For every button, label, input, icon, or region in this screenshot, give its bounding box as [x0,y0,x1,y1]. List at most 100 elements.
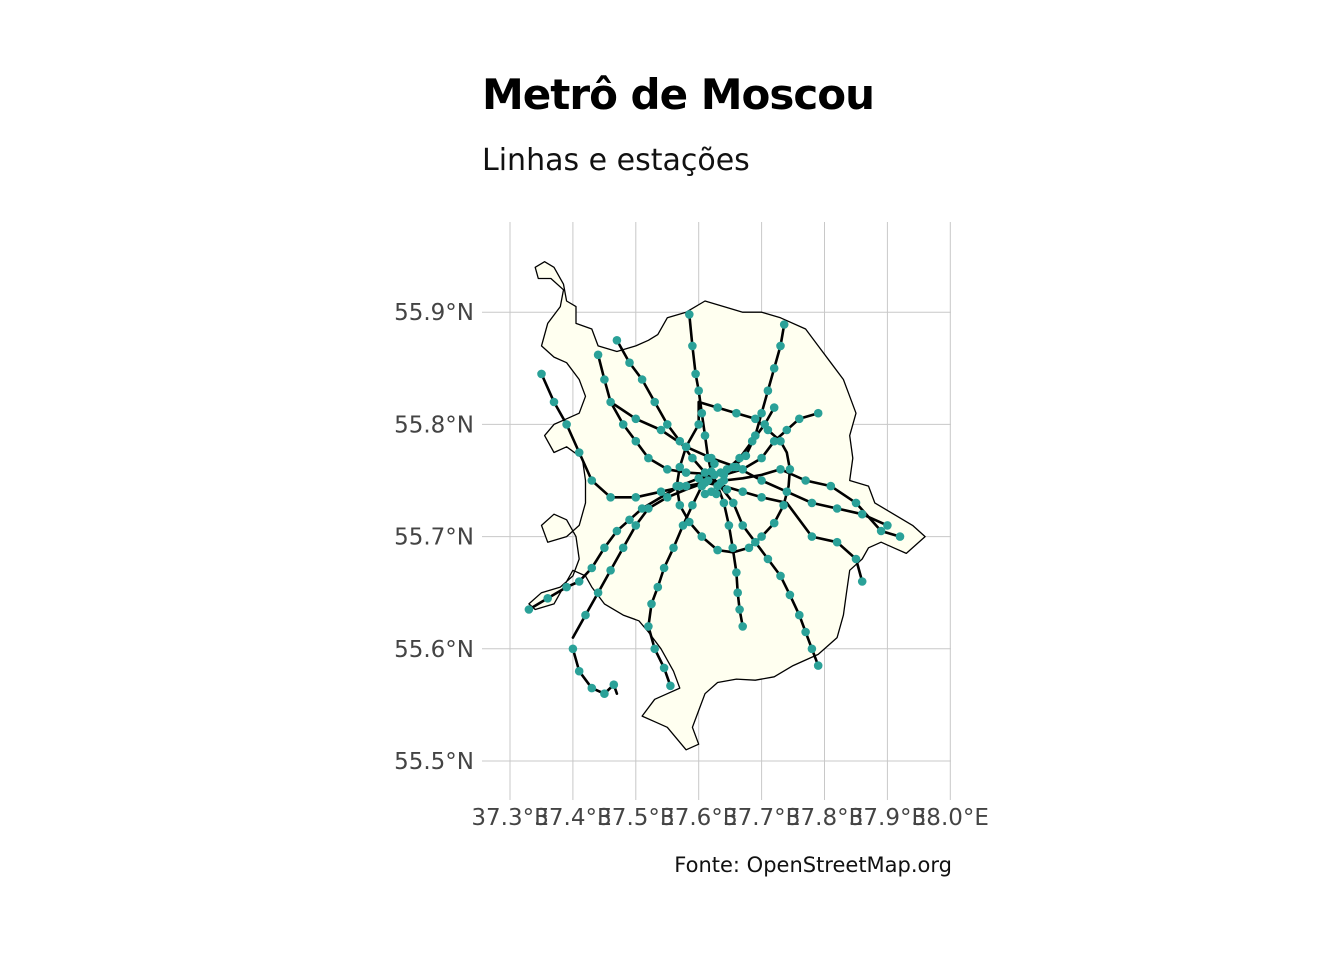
metro-station [785,465,795,474]
y-tick-label: 55.7°N [394,525,474,551]
metro-station [713,545,722,555]
metro-station [562,582,571,592]
metro-station [581,610,590,620]
metro-station [763,425,773,435]
metro-station [769,364,779,373]
metro-station [587,476,597,485]
metro-station [606,566,615,575]
metro-station [776,571,785,581]
metro-station [618,420,628,429]
metro-station [606,493,615,502]
metro-station [659,663,669,673]
metro-station [675,500,685,510]
metro-station [763,386,773,396]
metro-station [587,563,597,573]
metro-station [600,375,609,384]
metro-station [650,644,659,654]
metro-station [574,577,584,586]
metro-station [826,481,836,491]
x-tick-label: 37.8°E [786,805,863,831]
metro-station [666,681,675,691]
metro-station [612,336,622,345]
metro-station [883,521,892,530]
y-tick-label: 55.6°N [394,637,474,663]
x-tick-label: 37.3°E [471,805,548,831]
metro-station [637,375,647,384]
metro-station [663,493,672,502]
metro-station [729,498,738,508]
metro-station [625,515,634,525]
metro-station [644,504,653,513]
metro-station [574,666,584,676]
metro-station [769,403,779,412]
metro-station [672,481,681,491]
metro-station [574,448,584,457]
metro-station [562,420,571,429]
metro-line [540,372,864,583]
metro-station [757,408,766,418]
metro-station [795,414,804,424]
metro-station [700,468,710,477]
metro-station [647,599,656,609]
metro-station [747,436,757,446]
metro-station [807,644,817,654]
metro-station [697,408,707,418]
metro-station [681,481,691,491]
metro-station [644,622,653,631]
metro-station [710,470,719,480]
metro-station [851,554,861,564]
metro-station [700,431,710,440]
x-tick-label: 37.9°E [849,805,926,831]
metro-station [663,465,672,474]
metro-station [600,543,609,553]
metro-station [807,498,817,508]
x-axis-labels: 37.3°E37.4°E37.5°E37.6°E37.7°E37.8°E37.9… [471,805,989,831]
metro-station [656,425,666,435]
x-tick-label: 37.4°E [534,805,611,831]
metro-station [732,462,741,472]
metro-station [681,442,691,452]
metro-station [694,420,703,429]
x-tick-label: 37.6°E [660,805,737,831]
metro-station [694,386,703,396]
map-subtitle: Linhas e estações [482,143,750,178]
metro-station [722,465,732,474]
metro-station [637,504,647,513]
metro-station [813,408,823,418]
metro-station [612,526,622,536]
metro-station [710,459,719,469]
metro-station [618,543,628,553]
metro-station [631,521,641,530]
metro-station [656,487,666,497]
metro-station [776,465,785,474]
metro-station [757,476,766,485]
y-tick-label: 55.9°N [394,300,474,326]
metro-station [593,350,603,360]
metro-station [688,500,697,510]
metro-station [782,425,792,435]
metro-station [631,414,641,424]
metro-station [644,453,653,463]
metro-station [703,476,713,485]
metro-stations-layer [524,310,905,698]
metro-station [685,310,694,319]
metro-station [600,689,609,698]
metro-station [732,408,741,418]
metro-station [524,605,534,614]
metro-station [738,521,747,530]
metro-station [779,500,788,510]
metro-station [675,436,685,446]
metro-station [722,485,732,494]
x-tick-label: 38.0°E [912,805,989,831]
metro-station [735,453,744,463]
metro-station [694,474,703,483]
metro-station [769,518,779,528]
source-caption: Fonte: OpenStreetMap.org [674,853,952,877]
metro-station [724,521,734,530]
metro-station [832,537,842,547]
metro-station [625,358,634,368]
metro-station [606,397,615,407]
metro-station [697,532,707,541]
metro-station [707,487,716,497]
